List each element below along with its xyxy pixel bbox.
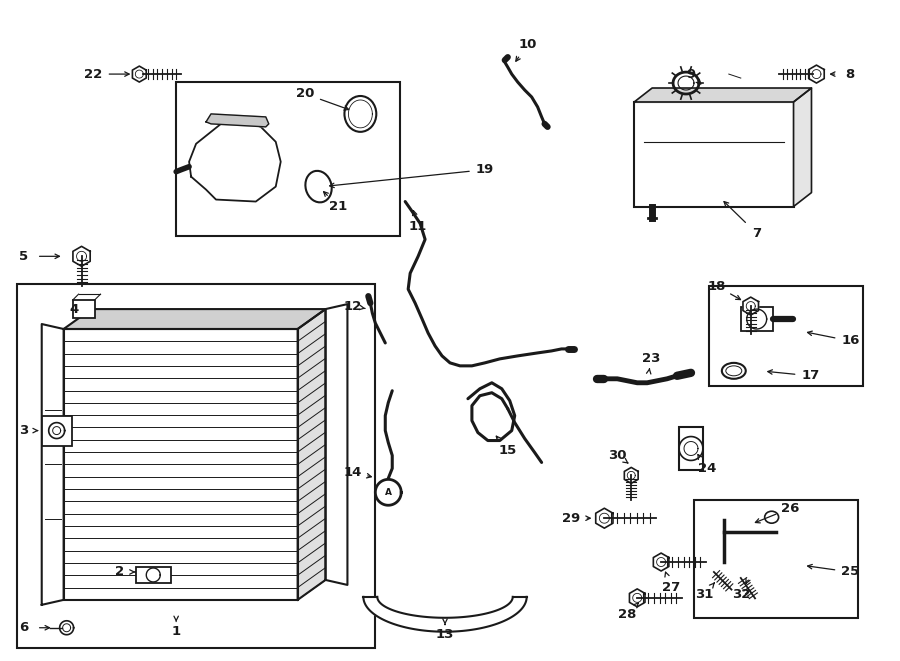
Bar [41, 416, 72, 446]
Text: 11: 11 [409, 220, 428, 233]
Ellipse shape [722, 363, 746, 379]
Polygon shape [364, 597, 526, 632]
Ellipse shape [305, 171, 332, 202]
Polygon shape [206, 114, 269, 127]
Polygon shape [64, 309, 326, 329]
Text: 18: 18 [707, 280, 726, 293]
Text: 27: 27 [662, 582, 680, 594]
Text: 4: 4 [69, 303, 78, 315]
Polygon shape [41, 324, 64, 605]
Ellipse shape [765, 511, 778, 524]
Bar [176, 82, 400, 237]
Text: 13: 13 [436, 628, 454, 641]
Text: A: A [385, 488, 392, 497]
Ellipse shape [725, 366, 742, 376]
Text: 29: 29 [562, 512, 580, 525]
Text: 23: 23 [642, 352, 661, 366]
Polygon shape [629, 589, 645, 607]
Bar [73, 300, 94, 318]
Bar [679, 426, 703, 471]
Text: 26: 26 [781, 502, 800, 515]
Polygon shape [596, 508, 613, 528]
Bar [136, 567, 171, 583]
Polygon shape [326, 304, 347, 585]
Bar [64, 329, 298, 600]
Text: 7: 7 [752, 227, 761, 240]
Text: 16: 16 [842, 334, 859, 348]
Polygon shape [743, 297, 759, 315]
Text: 17: 17 [801, 369, 820, 382]
Text: 3: 3 [19, 424, 29, 437]
Text: 32: 32 [732, 588, 750, 602]
Text: 21: 21 [329, 200, 347, 213]
Polygon shape [132, 66, 146, 82]
Text: 20: 20 [296, 87, 315, 100]
Text: 30: 30 [608, 449, 626, 462]
Bar [634, 102, 794, 206]
Bar [17, 284, 375, 648]
Polygon shape [189, 120, 281, 202]
Text: 22: 22 [85, 67, 103, 81]
Text: 14: 14 [343, 466, 362, 479]
Bar [741, 307, 772, 331]
Polygon shape [794, 88, 812, 206]
Text: 9: 9 [687, 67, 696, 81]
Text: 8: 8 [846, 67, 855, 81]
Text: 12: 12 [343, 299, 362, 313]
Polygon shape [653, 553, 669, 571]
Text: 31: 31 [695, 588, 713, 602]
Bar [694, 500, 859, 618]
Text: 2: 2 [115, 565, 124, 578]
Text: 10: 10 [518, 38, 537, 51]
Text: 28: 28 [618, 608, 636, 621]
Polygon shape [298, 309, 326, 600]
Text: 5: 5 [19, 250, 29, 263]
Polygon shape [73, 247, 90, 266]
Text: 19: 19 [476, 163, 494, 176]
Text: 24: 24 [698, 462, 716, 475]
Polygon shape [625, 467, 638, 483]
Text: 15: 15 [499, 444, 517, 457]
Bar [709, 286, 863, 386]
Polygon shape [375, 479, 401, 505]
Ellipse shape [345, 96, 376, 132]
Polygon shape [809, 65, 824, 83]
Text: 1: 1 [172, 625, 181, 639]
Polygon shape [634, 88, 812, 102]
Text: 25: 25 [842, 565, 859, 578]
Text: 6: 6 [19, 621, 29, 635]
